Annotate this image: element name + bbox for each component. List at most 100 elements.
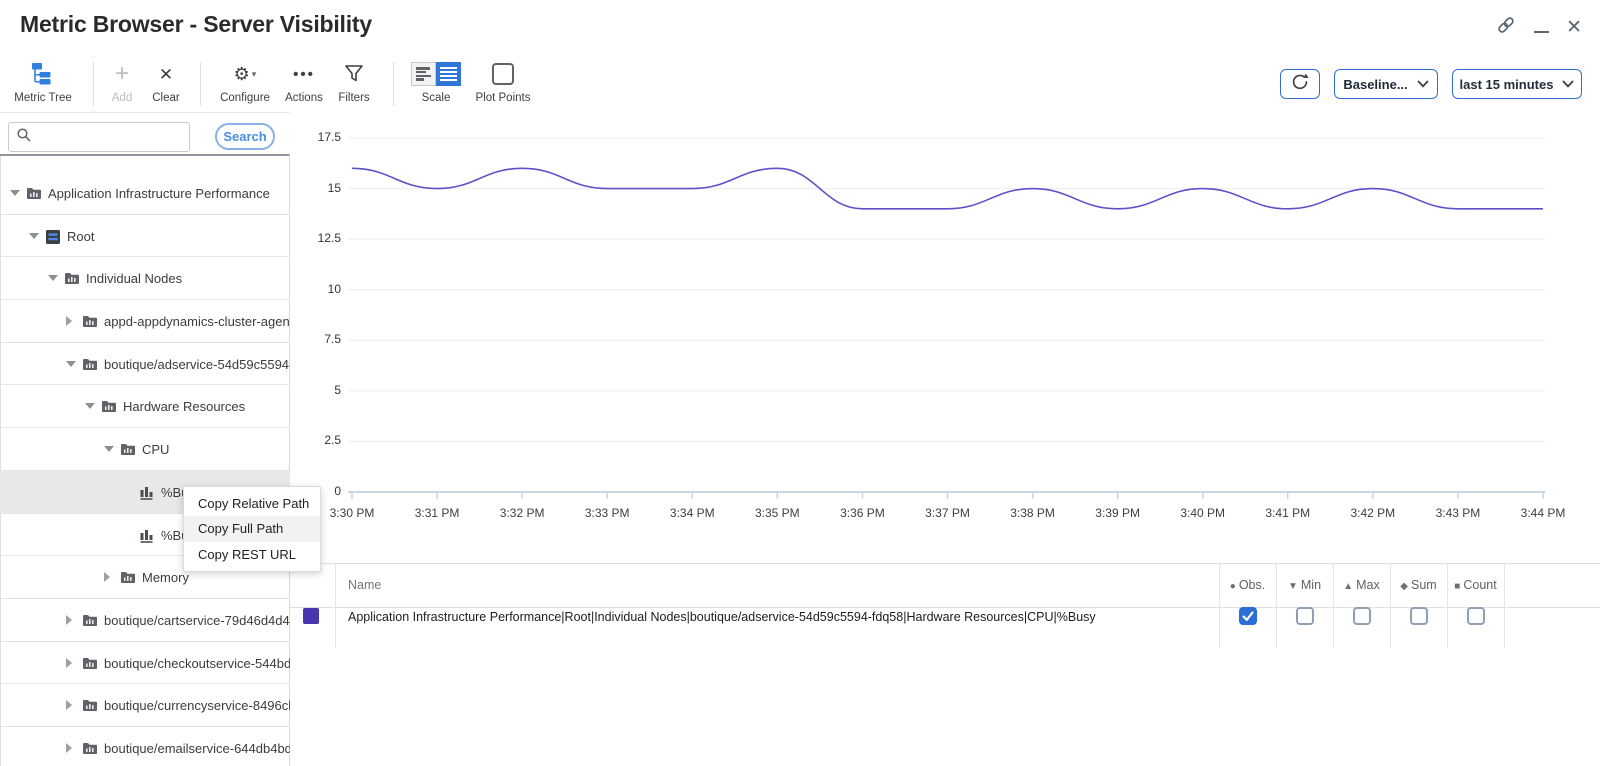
unchecked-checkbox[interactable]: [1467, 607, 1485, 625]
refresh-button[interactable]: [1280, 69, 1320, 99]
tree-item-label: boutique/checkoutservice-544bdf649: [104, 655, 290, 671]
plot-points-checkbox[interactable]: [492, 63, 514, 85]
tree-row[interactable]: boutique/cartservice-79d46d4d46-9b: [0, 599, 290, 642]
metric-tree-button[interactable]: Metric Tree: [6, 59, 80, 104]
tree-row[interactable]: Root: [0, 215, 290, 258]
caret-down-icon[interactable]: [48, 275, 58, 282]
tree-item-label: boutique/adservice-54d59c5594-fdq58: [104, 356, 290, 372]
context-menu-item[interactable]: Copy Relative Path: [198, 496, 310, 511]
context-menu-item[interactable]: Copy Full Path: [184, 516, 320, 542]
x-axis-tick-label: 3:44 PM: [1520, 506, 1566, 520]
link-icon[interactable]: [1495, 14, 1517, 41]
toolbar: Metric Tree + Add ✕ Clear ⚙ ▾ Configure •…: [0, 55, 1600, 112]
tree-row[interactable]: boutique/currencyservice-8496cb5c7: [0, 684, 290, 727]
tree-row[interactable]: Individual Nodes: [0, 257, 290, 301]
tree-row[interactable]: boutique/adservice-54d59c5594-fdq58: [0, 343, 290, 386]
caret-right-icon[interactable]: [66, 316, 72, 327]
tier-icon: [45, 229, 61, 250]
metric-tree: Application Infrastructure Performance Ro…: [0, 157, 290, 766]
baseline-dropdown[interactable]: Baseline...: [1334, 69, 1438, 99]
refresh-icon: [1289, 71, 1311, 98]
scale-uniform-icon[interactable]: [436, 62, 461, 86]
caret-right-icon[interactable]: [66, 657, 72, 668]
folder-chart-icon: [82, 314, 98, 334]
plot-points-toggle[interactable]: Plot Points: [470, 59, 536, 104]
table-column-header: ● Obs.: [1219, 578, 1276, 592]
caret-right-icon[interactable]: [66, 614, 72, 625]
search-icon: [16, 127, 32, 148]
search-box[interactable]: [8, 122, 190, 152]
folder-chart-icon: [64, 271, 80, 291]
tree-row[interactable]: boutique/emailservice-644db4bdf8-lc: [0, 727, 290, 766]
y-axis-tick-label: 10: [327, 281, 341, 296]
scale-linear-icon[interactable]: [411, 62, 436, 86]
page-title: Metric Browser - Server Visibility: [20, 11, 372, 37]
folder-chart-icon: [82, 613, 98, 633]
caret-right-icon[interactable]: [66, 700, 72, 711]
table-column-header: ▼ Min: [1276, 578, 1333, 592]
count-glyph-icon: ■: [1454, 581, 1461, 592]
search-button[interactable]: Search: [215, 123, 275, 150]
actions-button[interactable]: ••• Actions: [281, 59, 327, 105]
close-icon[interactable]: ✕: [1566, 17, 1582, 38]
chevron-down-icon: [1562, 75, 1575, 93]
clear-button[interactable]: ✕ Clear: [146, 59, 186, 105]
unchecked-checkbox[interactable]: [1353, 607, 1371, 625]
filters-button[interactable]: Filters: [333, 59, 375, 104]
chart-canvas: [348, 137, 1545, 499]
tree-item-label: Memory: [142, 570, 189, 586]
folder-chart-icon: [82, 357, 98, 377]
table-column-divider: [1276, 563, 1277, 648]
caret-down-icon[interactable]: [29, 232, 39, 239]
max-glyph-icon: ▲: [1343, 581, 1354, 592]
name-column-header: Name: [348, 578, 382, 592]
chevron-down-icon: [1417, 75, 1429, 93]
funnel-icon: [333, 59, 375, 89]
table-column-divider: [1504, 563, 1505, 648]
folder-chart-icon: [82, 698, 98, 718]
ellipsis-icon: •••: [293, 65, 315, 83]
table-column-header: ◆ Sum: [1390, 578, 1447, 592]
x-axis-tick-label: 3:42 PM: [1350, 506, 1396, 520]
table-column-header: ▲ Max: [1333, 578, 1390, 592]
tree-row[interactable]: appd-appdynamics-cluster-agent-app: [0, 300, 290, 343]
sidebar-left-border: [0, 156, 1, 766]
caret-down-icon[interactable]: [85, 403, 95, 410]
gear-icon: ⚙ ▾: [233, 64, 257, 84]
caret-right-icon[interactable]: [66, 742, 72, 753]
tree-row[interactable]: boutique/checkoutservice-544bdf649: [0, 642, 290, 685]
table-header-border: [290, 607, 1600, 608]
configure-button[interactable]: ⚙ ▾ Configure: [215, 59, 275, 104]
tree-row[interactable]: Memory: [0, 556, 290, 599]
y-axis-tick-label: 15: [327, 180, 341, 195]
clear-icon: ✕: [158, 64, 174, 84]
folder-chart-icon: [26, 186, 42, 206]
search-input[interactable]: [37, 129, 182, 145]
caret-right-icon[interactable]: [104, 572, 110, 583]
tree-row[interactable]: Hardware Resources: [0, 385, 290, 429]
table-column-divider: [1219, 563, 1220, 648]
tree-row[interactable]: CPU: [0, 428, 290, 471]
caret-down-icon[interactable]: [66, 360, 76, 367]
time-range-dropdown[interactable]: last 15 minutes: [1452, 69, 1582, 99]
tree-row[interactable]: Application Infrastructure Performance: [0, 172, 290, 215]
context-menu-item[interactable]: Copy REST URL: [198, 546, 297, 562]
y-axis-tick-label: 5: [334, 382, 341, 397]
column-label: Min: [1300, 578, 1322, 592]
table-column-header: ■ Count: [1447, 578, 1504, 592]
checked-checkbox[interactable]: [1239, 607, 1257, 625]
caret-down-icon[interactable]: [104, 446, 114, 453]
folder-chart-icon: [120, 570, 136, 590]
tree-item-label: boutique/currencyservice-8496cb5c7: [104, 698, 290, 714]
metric-table: Name ● Obs. ▼ Min ▲ Max ◆ Sum ■ Count Application…: [290, 560, 1600, 766]
unchecked-checkbox[interactable]: [1296, 607, 1314, 625]
metric-chart[interactable]: 0 2.5 5 7.5 10 12.5 15 17.5 3:30 PM 3:31 PM 3:32 P…: [290, 112, 1600, 560]
unchecked-checkbox[interactable]: [1410, 607, 1428, 625]
caret-down-icon[interactable]: [10, 190, 20, 196]
metric-row-name: Application Infrastructure Performance|R…: [348, 610, 1096, 624]
toolbar-separator: [393, 62, 394, 106]
scale-toggle[interactable]: Scale: [408, 59, 464, 104]
metric-icon: [139, 485, 155, 506]
table-column-divider: [1390, 563, 1391, 648]
minimize-icon[interactable]: [1534, 30, 1550, 33]
